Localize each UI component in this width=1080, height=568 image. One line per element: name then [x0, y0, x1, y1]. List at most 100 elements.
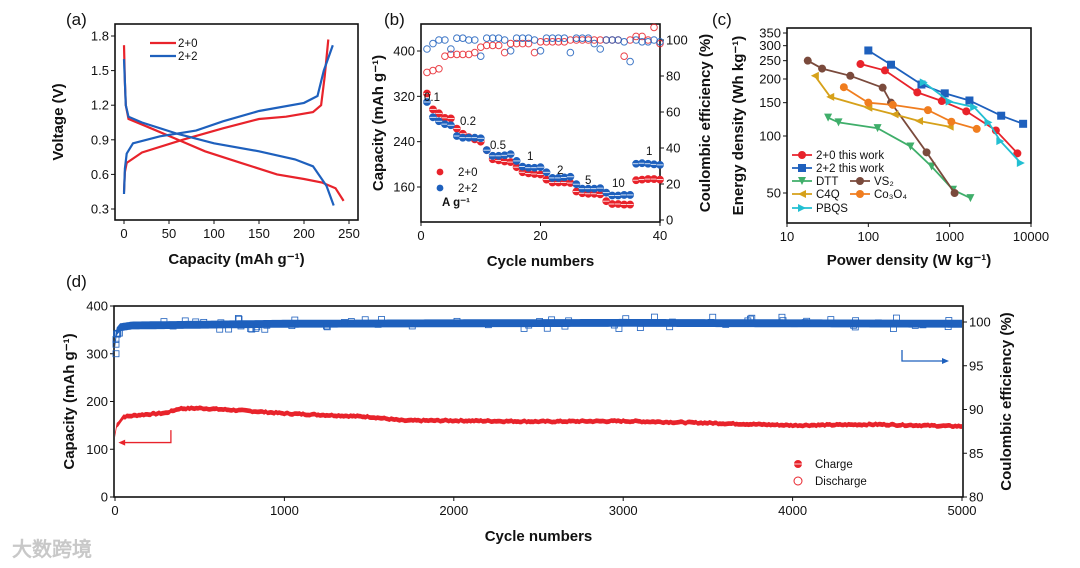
marker-square — [798, 164, 806, 172]
ce-point-2+0 — [482, 41, 491, 50]
ce-point — [160, 318, 168, 326]
marker-tri-right — [798, 204, 806, 212]
ce-point-2+2 — [482, 34, 491, 43]
ce-point-2+2 — [441, 36, 449, 44]
ce-point-2+2 — [423, 45, 431, 53]
ce-point — [669, 318, 676, 326]
panel-label: (a) — [66, 10, 87, 29]
ce-point — [112, 350, 120, 358]
marker-tri-left — [810, 71, 819, 80]
x-axis-label: Cycle numbers — [485, 528, 593, 545]
marker-circle — [937, 97, 946, 106]
ce-point — [536, 318, 543, 325]
ce-point-2+2 — [572, 34, 581, 43]
marker-tri-right — [996, 137, 1005, 146]
legend-label: 2+0 — [458, 167, 478, 179]
series-2+2 this work — [864, 46, 1028, 128]
ce-point-2+2 — [626, 57, 634, 66]
curve-2+0-discharge — [122, 45, 345, 202]
y-tick-label: 320 — [393, 89, 415, 104]
ce-point — [779, 317, 787, 325]
ce-point — [169, 322, 177, 330]
ce-point-2+0 — [494, 41, 503, 50]
x-tick-label: 0 — [120, 226, 127, 241]
ce-point — [709, 313, 717, 321]
y-tick-label: 160 — [393, 180, 415, 195]
ce-point — [944, 323, 952, 330]
marker-circle — [950, 189, 959, 197]
marker-circle — [856, 190, 864, 198]
ce-point-2+0 — [548, 38, 557, 46]
ce-point — [803, 317, 811, 325]
x-tick-label: 20 — [533, 228, 547, 243]
x-tick-label: 5000 — [948, 503, 977, 518]
ce-point-2+0 — [638, 32, 646, 41]
ce-point-2+2 — [584, 34, 593, 43]
ce-point-2+2 — [548, 34, 557, 43]
x-tick-label: 40 — [653, 228, 667, 243]
y-tick-label: 0.6 — [91, 167, 109, 182]
legend-label: Discharge — [815, 476, 867, 488]
legend-unit: A g⁻¹ — [442, 197, 470, 209]
ce-point-2+2 — [590, 39, 599, 48]
series-line — [860, 63, 1019, 154]
rate-label: 0.1 — [424, 92, 440, 104]
ce-point — [192, 318, 200, 326]
y-tick-label: 240 — [393, 134, 415, 149]
legend-label: DTT — [816, 176, 838, 188]
y-tick-label: 350 — [759, 26, 781, 41]
y-tick-label: 0.3 — [91, 202, 109, 217]
ce-point — [252, 324, 260, 332]
marker-circle — [864, 98, 873, 107]
legend-marker-discharge — [793, 476, 803, 486]
ce-point — [200, 318, 208, 326]
marker-circle — [856, 60, 865, 69]
panel-label: (b) — [384, 10, 405, 29]
legend-label: Charge — [815, 459, 853, 471]
ce-point-2+2 — [500, 36, 509, 44]
ce-point — [561, 322, 569, 330]
ce-point — [248, 325, 256, 333]
ce-point — [361, 316, 369, 324]
marker-tri-left — [915, 117, 924, 126]
ce-point — [408, 322, 416, 330]
y2-tick-label: 80 — [969, 490, 983, 505]
x-tick-label: 0 — [417, 228, 424, 243]
x-tick-label: 100 — [203, 226, 225, 241]
ce-point-2+2 — [578, 34, 587, 43]
ce-point — [707, 318, 715, 326]
ce-point-2+2 — [536, 47, 545, 55]
rate-label: 1 — [646, 146, 652, 158]
ce-point — [850, 321, 858, 329]
marker-circle — [878, 83, 887, 92]
marker-circle — [962, 107, 971, 116]
ce-point-2+2 — [488, 34, 497, 43]
ce-point — [347, 318, 355, 325]
ce-point — [801, 319, 809, 326]
ce-point — [208, 321, 216, 329]
rate-label: 0.5 — [490, 140, 506, 152]
marker-circle — [947, 117, 956, 126]
marker-tri-down — [927, 162, 936, 171]
marker-tri-left — [798, 190, 806, 198]
legend-marker — [436, 184, 444, 192]
marker-circle — [972, 124, 981, 133]
ce-point — [748, 314, 756, 322]
ce-point — [548, 316, 556, 324]
ce-point — [651, 313, 658, 321]
ce-point — [790, 320, 798, 328]
ce-point — [636, 324, 644, 331]
ce-point-2+0 — [470, 48, 479, 57]
marker-circle — [923, 106, 932, 115]
panel-label: (d) — [66, 272, 87, 291]
capacity-band — [115, 405, 962, 438]
ce-point — [615, 325, 623, 332]
plot-frame — [114, 23, 359, 221]
marker-circle — [798, 151, 806, 159]
marker-tri-down — [873, 124, 882, 133]
watermark: 大数跨境 — [12, 537, 92, 561]
x-tick-label: 100 — [857, 229, 879, 244]
y-tick-label: 200 — [759, 72, 781, 87]
y2-tick-label: 40 — [666, 141, 680, 156]
